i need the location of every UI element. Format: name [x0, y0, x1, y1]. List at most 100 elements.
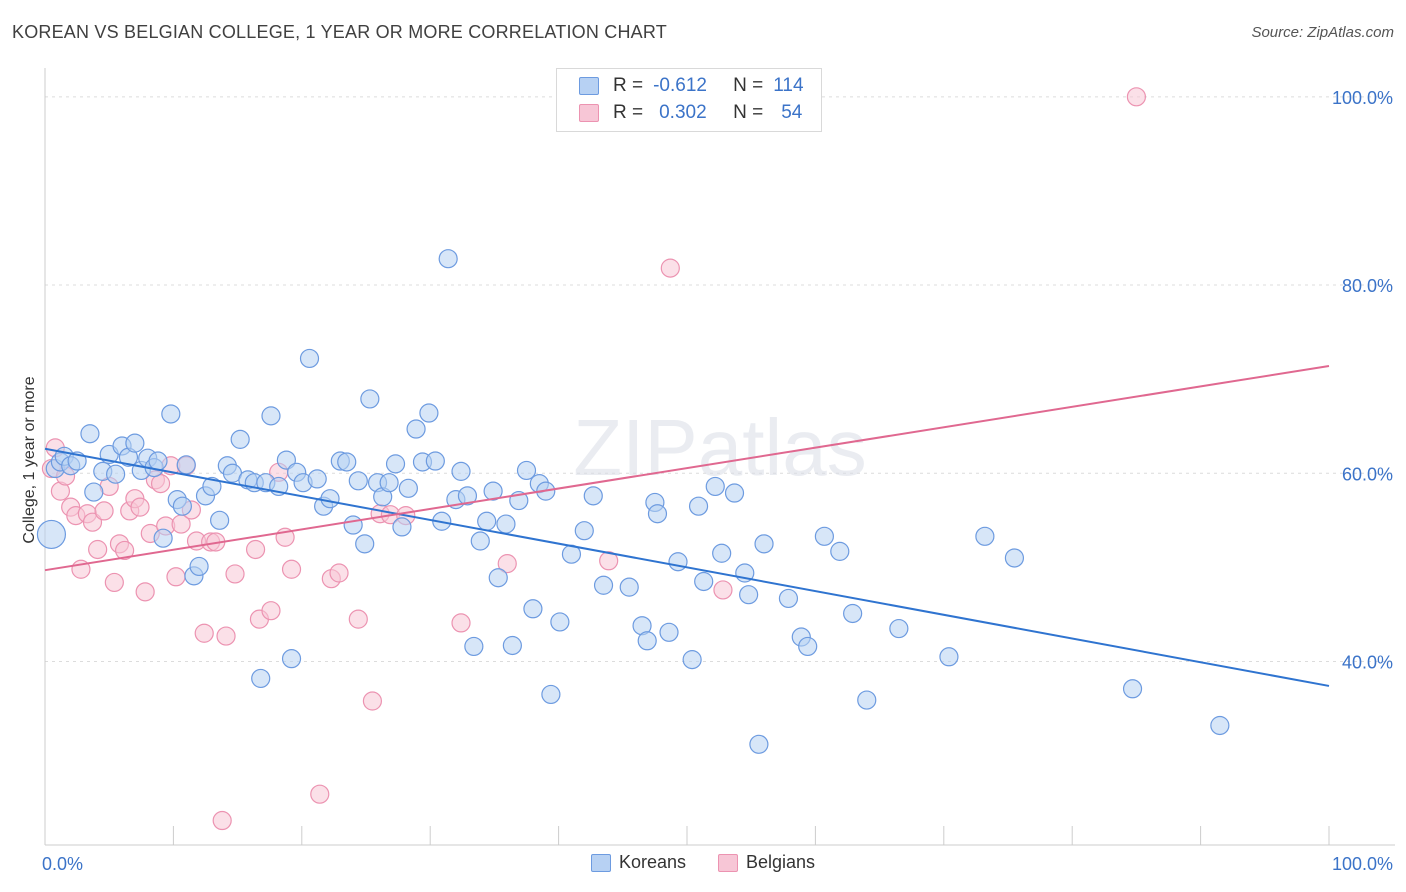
data-point — [451, 613, 471, 633]
data-point — [166, 567, 186, 587]
legend-item-belgians: Belgians — [718, 852, 815, 873]
source-label: Source: ZipAtlas.com — [1251, 24, 1394, 41]
data-point — [483, 481, 503, 501]
data-point — [310, 784, 330, 804]
data-point — [406, 419, 426, 439]
data-point — [619, 577, 639, 597]
data-point — [975, 526, 995, 546]
data-point — [502, 635, 522, 656]
correlation-legend: R = -0.612 N = 114 R = 0.302 N = 54 — [556, 68, 822, 132]
n-label: N = — [733, 75, 764, 96]
data-point — [668, 552, 688, 572]
data-point — [230, 429, 250, 449]
korean-points — [36, 249, 1230, 754]
data-point — [1122, 679, 1143, 699]
data-point — [516, 460, 537, 481]
data-point — [82, 512, 103, 532]
data-point — [225, 564, 245, 584]
data-point — [939, 647, 959, 667]
legend-label: Koreans — [618, 852, 686, 872]
data-point — [94, 501, 114, 521]
data-point — [104, 572, 124, 593]
data-point — [705, 476, 725, 497]
data-point — [392, 517, 412, 537]
data-point — [189, 556, 209, 577]
y-tick-label: 80.0% — [1342, 276, 1393, 296]
data-point — [497, 554, 517, 574]
data-point — [194, 623, 214, 643]
data-point — [148, 451, 168, 471]
data-point — [488, 568, 508, 588]
legend-label: Belgians — [746, 852, 816, 872]
r-value: 0.302 — [659, 102, 707, 123]
data-point — [749, 734, 769, 754]
data-point — [135, 582, 155, 602]
data-point — [593, 575, 614, 595]
data-point — [599, 551, 619, 571]
n-value: 114 — [773, 75, 804, 96]
y-tick-label: 40.0% — [1342, 652, 1393, 672]
data-point — [778, 588, 799, 609]
data-point — [130, 497, 150, 517]
legend-row-koreans: R = -0.612 N = 114 — [579, 73, 804, 99]
data-point — [153, 528, 173, 548]
y-tick-label: 100.0% — [1332, 88, 1393, 108]
trend-lines — [44, 364, 1330, 687]
data-point — [216, 626, 236, 646]
legend-item-koreans: Koreans — [590, 852, 686, 873]
data-point — [1004, 548, 1025, 568]
data-point — [362, 691, 383, 711]
gridlines — [45, 96, 1395, 662]
data-point — [343, 515, 363, 535]
belgian-swatch — [718, 853, 738, 872]
data-point — [1126, 87, 1147, 107]
y-tick-label: 60.0% — [1342, 464, 1393, 484]
legend-row-belgians: R = 0.302 N = 54 — [579, 100, 802, 126]
data-point — [682, 650, 702, 670]
data-point — [320, 489, 340, 509]
belgian-trend-line — [44, 364, 1330, 572]
data-point — [348, 471, 368, 491]
data-point — [798, 636, 818, 657]
n-value: 54 — [781, 102, 803, 123]
data-point — [115, 540, 135, 561]
data-point — [398, 478, 418, 498]
data-point — [477, 511, 497, 531]
n-label: N = — [733, 102, 764, 123]
y-axis-label: College, 1 year or more — [21, 376, 38, 544]
data-point — [348, 609, 368, 629]
data-point — [713, 580, 733, 600]
series-legend: Koreans Belgians — [0, 852, 1406, 873]
data-point — [889, 618, 909, 639]
data-point — [84, 482, 104, 502]
data-point — [574, 521, 594, 541]
data-point — [261, 406, 281, 426]
data-point — [659, 622, 679, 642]
tick-labels: 100.0% 80.0% 60.0% 40.0% 0.0% 100.0% — [42, 88, 1393, 874]
data-point — [385, 454, 406, 474]
data-point — [299, 348, 320, 369]
data-point — [80, 424, 100, 444]
data-point — [660, 258, 680, 278]
data-point — [754, 534, 774, 554]
data-point — [379, 473, 399, 493]
data-point — [355, 534, 375, 554]
data-point — [647, 504, 668, 524]
data-point — [210, 510, 230, 530]
data-point — [451, 461, 471, 481]
data-point — [125, 433, 145, 453]
data-point — [637, 631, 657, 651]
data-point — [337, 452, 357, 472]
data-point — [470, 531, 490, 551]
r-value: -0.612 — [653, 75, 707, 96]
r-label: R = — [613, 102, 644, 123]
data-point — [88, 539, 108, 560]
x-tick-label: 0.0% — [42, 854, 83, 874]
data-point — [106, 464, 126, 484]
korean-trend-line — [44, 447, 1330, 687]
data-point — [276, 450, 296, 470]
r-label: R = — [613, 75, 644, 96]
data-point — [496, 514, 516, 534]
data-point — [425, 451, 445, 471]
